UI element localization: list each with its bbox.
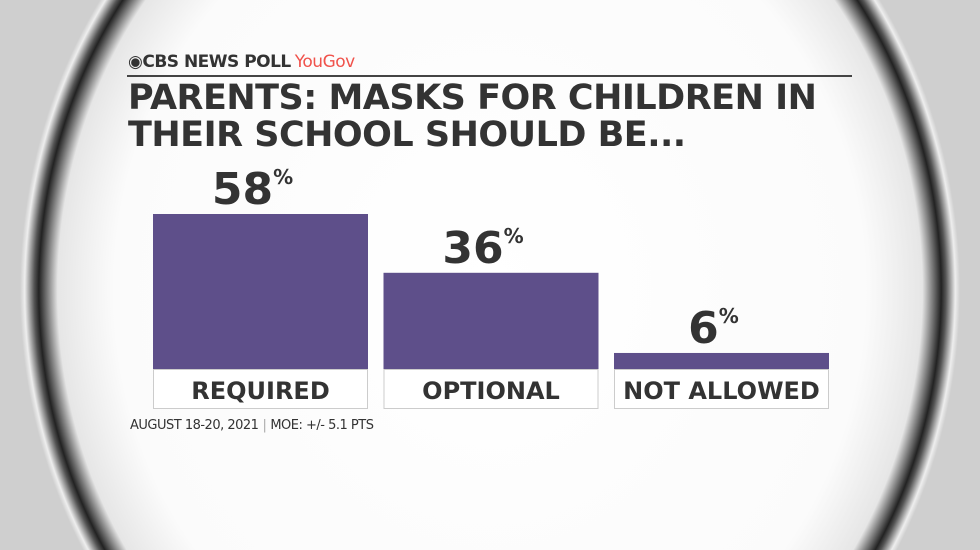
value-label: 6% [688, 303, 739, 354]
brand-header: ◉CBS NEWS POLL YouGov [128, 52, 355, 72]
category-label: REQUIRED [191, 377, 330, 405]
category-box [153, 369, 368, 409]
margin-of-error: MOE: +/- 5.1 PTS [270, 418, 374, 433]
poll-date: AUGUST 18-20, 2021 [130, 418, 259, 433]
partner-logo: YouGov [294, 52, 355, 72]
category-box [614, 369, 829, 409]
chart-title: PARENTS: MASKS FOR CHILDREN IN THEIR SCH… [128, 78, 817, 155]
category-label: NOT ALLOWED [623, 377, 820, 405]
cbs-eye-icon: ◉ [128, 52, 143, 72]
brand-name: CBS NEWS POLL [142, 52, 291, 72]
category-box [383, 369, 599, 409]
value-label: 58% [212, 164, 293, 215]
category-label: OPTIONAL [422, 377, 560, 405]
bar-optional [383, 272, 599, 369]
value-label: 36% [442, 223, 523, 274]
bar-required [153, 214, 368, 369]
footer-separator: | [262, 418, 267, 433]
divider [127, 75, 852, 77]
footer: AUGUST 18-20, 2021 | MOE: +/- 5.1 PTS [130, 418, 374, 433]
bar-not-allowed [614, 352, 829, 369]
